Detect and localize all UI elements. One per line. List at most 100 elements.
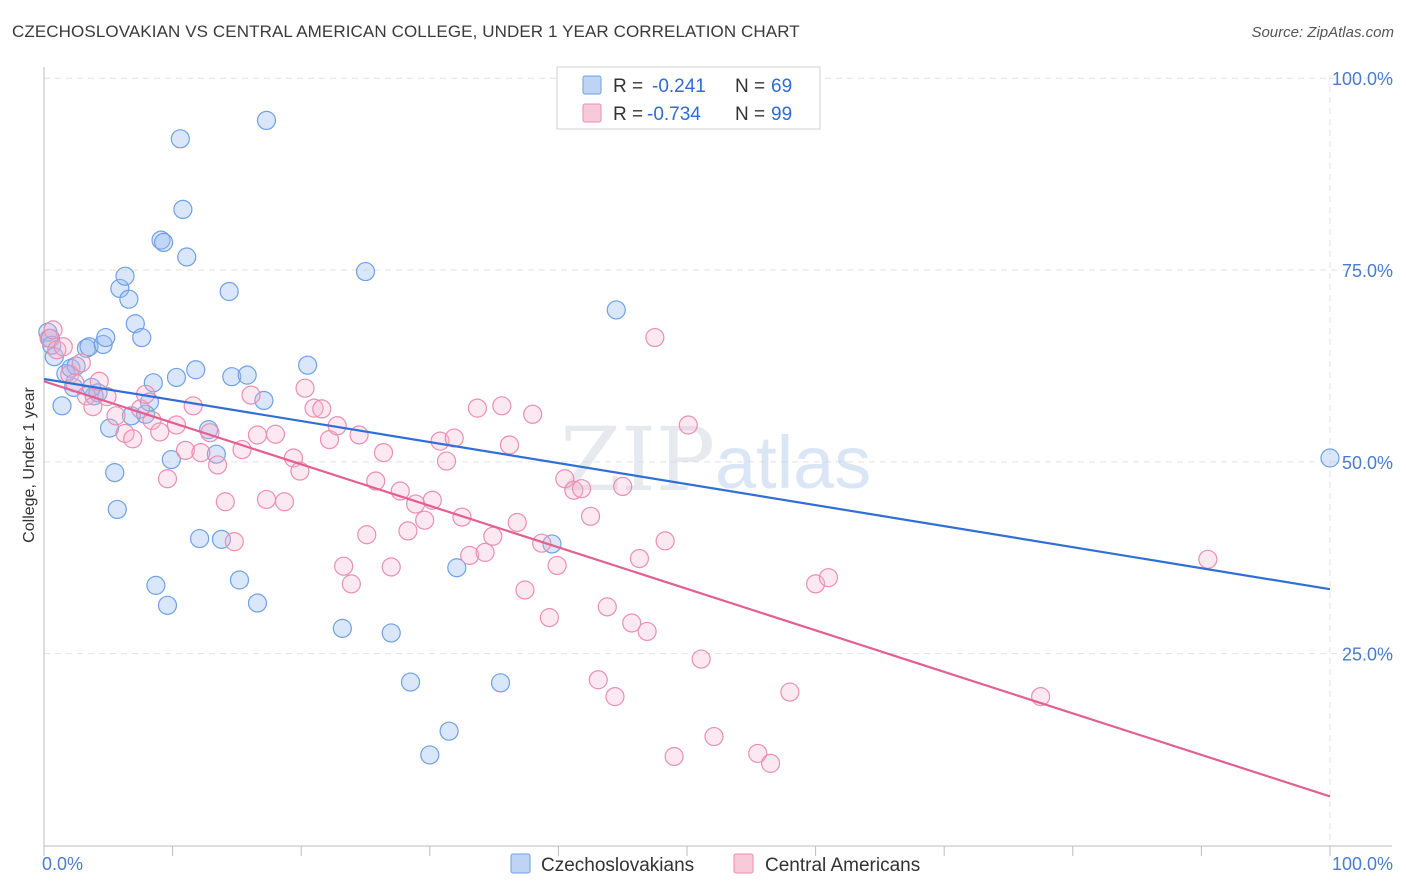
y-tick-label: 75.0% xyxy=(1342,261,1393,281)
data-point xyxy=(564,480,584,500)
data-point xyxy=(357,525,377,545)
data-point xyxy=(79,337,99,357)
data-point xyxy=(96,327,116,348)
trend-line xyxy=(43,377,1331,591)
data-point xyxy=(237,365,257,385)
data-point xyxy=(373,443,394,463)
data-point xyxy=(241,385,261,405)
series-legend: Czechoslovakians Central Americans xyxy=(510,853,920,876)
data-point xyxy=(597,597,617,617)
legend-swatch-central-americans xyxy=(733,853,754,874)
data-point xyxy=(166,367,187,388)
data-point xyxy=(436,451,457,471)
data-point xyxy=(146,575,166,595)
data-point xyxy=(475,542,495,562)
data-point xyxy=(415,510,435,530)
y-tick-label: 25.0% xyxy=(1342,645,1393,665)
legend-r-value: -0.241 xyxy=(652,76,706,97)
data-point xyxy=(664,746,684,767)
data-point xyxy=(150,422,170,442)
data-point xyxy=(691,649,711,669)
x-tick-label: 100.0% xyxy=(1332,854,1393,874)
legend-r-label: R = xyxy=(613,76,643,97)
data-point xyxy=(123,429,143,449)
data-point xyxy=(132,327,152,348)
data-point xyxy=(256,489,277,510)
legend-label-central-americans: Central Americans xyxy=(765,855,920,876)
data-point xyxy=(229,570,250,590)
data-point xyxy=(1320,448,1340,468)
data-point xyxy=(637,621,657,642)
data-point xyxy=(157,595,178,615)
data-point xyxy=(274,492,295,512)
data-point xyxy=(170,129,190,149)
legend-swatch-czechoslovakians xyxy=(510,853,531,874)
data-point xyxy=(157,469,178,489)
data-point xyxy=(447,558,467,578)
data-point xyxy=(232,439,252,460)
data-point xyxy=(43,320,63,340)
data-point xyxy=(645,327,665,348)
data-point xyxy=(355,261,376,282)
data-point xyxy=(208,455,228,475)
data-point xyxy=(605,687,625,707)
data-point xyxy=(366,471,386,491)
data-point xyxy=(398,521,418,541)
tick-labels: 25.0% 50.0% 75.0% 100.0% 0.0% 100.0% xyxy=(42,69,1393,874)
data-point xyxy=(99,418,120,438)
watermark: ZIP atlas xyxy=(560,408,871,511)
data-point xyxy=(523,404,543,424)
data-point xyxy=(191,443,211,463)
data-point xyxy=(153,232,174,253)
data-point xyxy=(290,461,310,481)
data-point xyxy=(142,410,162,431)
watermark-atlas: atlas xyxy=(715,421,871,504)
data-point xyxy=(332,618,352,638)
data-point xyxy=(106,406,126,426)
legend-n-label: N = xyxy=(735,104,765,125)
data-point xyxy=(52,396,72,416)
legend-r-value: -0.734 xyxy=(647,104,701,125)
data-point xyxy=(71,353,91,373)
data-point xyxy=(175,440,196,460)
data-point xyxy=(780,682,800,702)
data-point xyxy=(532,533,552,553)
data-point xyxy=(334,556,354,576)
data-point xyxy=(547,555,567,576)
data-point xyxy=(400,672,421,692)
data-point xyxy=(571,479,592,499)
data-point xyxy=(119,289,139,309)
data-point xyxy=(143,373,163,393)
data-point xyxy=(704,726,724,747)
data-point xyxy=(215,492,235,512)
chart-title: CZECHOSLOVAKIAN VS CENTRAL AMERICAN COLL… xyxy=(12,22,800,41)
data-point xyxy=(1198,549,1218,569)
data-point xyxy=(580,506,601,526)
data-point xyxy=(678,415,698,435)
data-point xyxy=(247,425,268,445)
data-point xyxy=(190,528,210,549)
legend-n-value: 99 xyxy=(771,104,792,125)
data-point xyxy=(588,670,608,690)
data-point xyxy=(177,247,197,267)
legend-label-czechoslovakians: Czechoslovakians xyxy=(541,855,694,876)
y-axis-title: College, Under 1 year xyxy=(21,387,38,543)
data-point xyxy=(265,424,286,444)
legend-n-value: 69 xyxy=(771,76,792,97)
data-point xyxy=(53,337,73,357)
data-point xyxy=(439,721,459,741)
legend-swatch-czechoslovakians xyxy=(582,75,602,95)
data-point xyxy=(381,557,401,577)
data-point xyxy=(467,398,487,418)
data-point xyxy=(89,371,109,391)
data-point xyxy=(186,360,206,380)
data-point xyxy=(515,580,535,600)
data-point xyxy=(173,199,193,220)
data-point xyxy=(295,378,315,398)
data-point xyxy=(629,548,650,569)
data-point xyxy=(818,568,839,588)
data-point xyxy=(312,399,332,419)
data-point xyxy=(115,266,135,286)
stats-legend: R = -0.241 N = 69 R = -0.734 N = 99 xyxy=(556,66,821,130)
